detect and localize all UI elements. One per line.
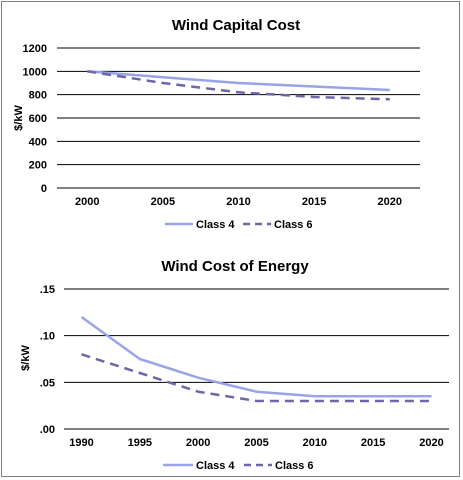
chart1-y-tick-label: 200	[29, 160, 47, 172]
chart2-x-tick-label: 1990	[69, 437, 93, 449]
chart2-x-tick-label: 2000	[186, 437, 210, 449]
chart1-y-tick-label: 600	[29, 113, 47, 125]
chart2-x-tick-label: 1995	[128, 437, 152, 449]
chart2-x-tick-label: 2010	[303, 437, 327, 449]
chart1-y-tick-label: 1200	[23, 43, 47, 55]
chart2-legend-class6-label: Class 6	[275, 460, 314, 472]
chart1-y-tick-label: 400	[29, 136, 47, 148]
chart1-legend-class4-label: Class 4	[196, 219, 235, 231]
chart2-legend: Class 4 Class 6	[163, 460, 314, 472]
chart1-x-tick-label: 2005	[151, 196, 175, 208]
chart1-y-tick-label: 800	[29, 90, 47, 102]
chart1-legend: Class 4 Class 6	[165, 219, 313, 231]
chart1-x-tick-label: 2010	[226, 196, 250, 208]
chart2-y-tick-label: .15	[40, 284, 55, 296]
chart1-x-tick-label: 2015	[302, 196, 326, 208]
chart2-series-class6-line	[81, 353, 432, 403]
chart1-series-class6-line	[87, 70, 390, 101]
chart1-x-tick-label: 2000	[75, 196, 99, 208]
chart1-series-class4-line	[87, 70, 390, 92]
chart1-title: Wind Capital Cost	[172, 17, 300, 34]
chart2-y-tick-label: .05	[40, 377, 55, 389]
chart2-x-tick-label: 2015	[361, 437, 385, 449]
chart2-title: Wind Cost of Energy	[161, 258, 309, 275]
chart2-legend-class4-label: Class 4	[196, 460, 235, 472]
chart2-y-axis-label: $/kW	[20, 345, 32, 371]
chart2-y-tick-label: .10	[40, 331, 55, 343]
chart1-y-tick-label: 0	[41, 183, 47, 195]
chart1-y-tick-label: 1000	[23, 66, 47, 78]
chart1-y-axis-label: $/kW	[13, 105, 25, 131]
chart2-x-tick-label: 2020	[419, 437, 443, 449]
chart2-x-tick-label: 2005	[244, 437, 268, 449]
chart2-y-tick-label: .00	[40, 424, 55, 436]
chart1-x-tick-label: 2020	[378, 196, 402, 208]
chart1-legend-class6-label: Class 6	[274, 219, 313, 231]
chart2-series-class4-line	[80, 315, 432, 398]
